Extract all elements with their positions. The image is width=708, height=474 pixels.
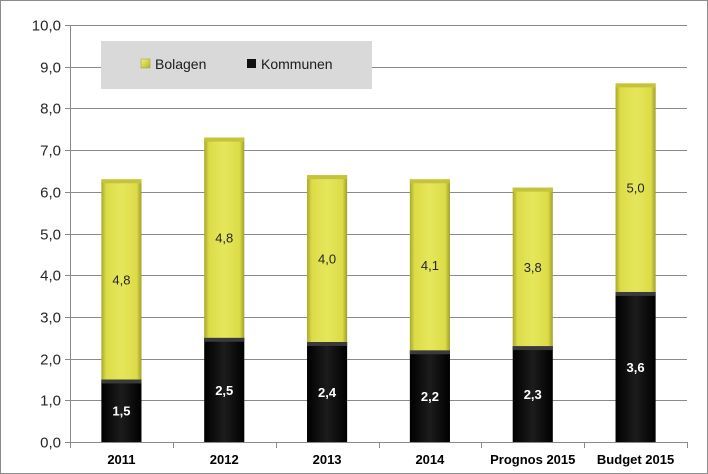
data-labels: 1,5 4,8 2,5 4,8 2,4 4,0 2,2 4,1 2,3 3,8 3,6 5,0	[112, 181, 644, 419]
bar-kommunen-bevel	[512, 346, 553, 351]
data-label-bolagen: 4,0	[318, 252, 336, 267]
bar-bolagen	[204, 137, 245, 338]
bar-kommunen	[512, 346, 553, 442]
data-label-bolagen: 3,8	[524, 260, 542, 275]
bar-bolagen-bevel	[101, 179, 142, 184]
y-tick-label: 8,0	[40, 101, 61, 118]
data-label-kommunen: 3,6	[627, 360, 645, 375]
y-tick-label: 5,0	[40, 227, 61, 244]
bars	[101, 83, 656, 442]
bar-kommunen-bevel	[615, 291, 656, 296]
data-label-bolagen: 4,8	[112, 272, 130, 287]
x-category-label: 2012	[210, 452, 239, 467]
data-label-kommunen: 2,2	[421, 389, 439, 404]
data-label-kommunen: 2,5	[215, 383, 233, 398]
bar-bolagen-bevel	[512, 187, 553, 192]
bar-kommunen	[615, 291, 656, 442]
bar-bolagen	[615, 83, 656, 292]
y-tick-label: 0,0	[40, 435, 61, 452]
y-tick-label: 10,0	[32, 18, 61, 35]
bar-bolagen	[307, 175, 348, 342]
legend: Bolagen Kommunen	[101, 41, 372, 89]
legend-label-bolagen: Bolagen	[155, 56, 206, 72]
y-tick-label: 3,0	[40, 310, 61, 327]
y-tick-label: 6,0	[40, 185, 61, 202]
x-category-label: Prognos 2015	[490, 452, 575, 467]
data-label-kommunen: 2,4	[318, 385, 337, 400]
bar-bolagen	[512, 187, 553, 347]
bar-bolagen	[101, 179, 142, 380]
axes: 0,0 1,0 2,0 3,0 4,0 5,0 6,0 7,0 8,0 9,0 10,0 2011 20…	[32, 18, 688, 467]
data-label-bolagen: 4,8	[215, 231, 233, 246]
bar-kommunen-bevel	[307, 341, 348, 346]
bar-kommunen-bevel	[101, 379, 142, 384]
data-label-kommunen: 2,3	[524, 387, 542, 402]
data-label-bolagen: 5,0	[627, 181, 645, 196]
bar-kommunen	[101, 379, 142, 442]
bar-bolagen-bevel	[615, 83, 656, 88]
y-tick-label: 1,0	[40, 393, 61, 410]
bar-kommunen	[204, 337, 245, 442]
legend-swatch-bolagen	[140, 58, 151, 69]
data-label-bolagen: 4,1	[421, 258, 439, 273]
bar-bolagen-bevel	[307, 175, 348, 180]
bar-bolagen	[409, 179, 450, 351]
x-category-label: 2014	[415, 452, 445, 467]
x-category-label: Budget 2015	[597, 452, 674, 467]
data-label-kommunen: 1,5	[112, 404, 130, 419]
bar-bolagen-bevel	[204, 137, 245, 142]
y-tick-label: 7,0	[40, 143, 61, 160]
y-tick-label: 9,0	[40, 60, 61, 77]
bar-kommunen-bevel	[204, 337, 245, 342]
legend-label-kommunen: Kommunen	[261, 56, 333, 72]
x-category-label: 2011	[107, 452, 135, 467]
bar-kommunen	[409, 350, 450, 442]
y-tick-label: 2,0	[40, 352, 61, 369]
bar-kommunen-bevel	[409, 350, 450, 355]
y-tick-label: 4,0	[40, 268, 61, 285]
legend-swatch-kommunen	[247, 59, 256, 68]
bar-kommunen	[307, 341, 348, 442]
x-category-label: 2013	[313, 452, 342, 467]
bar-bolagen-bevel	[409, 179, 450, 184]
